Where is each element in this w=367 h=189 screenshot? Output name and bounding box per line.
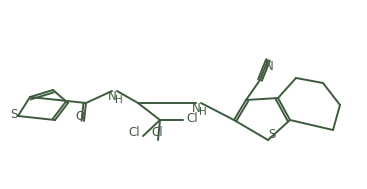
Text: S: S — [268, 129, 276, 142]
Text: O: O — [75, 109, 85, 122]
Text: N: N — [192, 101, 200, 115]
Text: N: N — [108, 90, 116, 102]
Text: N: N — [265, 60, 273, 74]
Text: Cl: Cl — [128, 125, 140, 139]
Text: Cl: Cl — [186, 112, 198, 125]
Text: Cl: Cl — [151, 125, 163, 139]
Text: S: S — [10, 108, 18, 122]
Text: H: H — [115, 95, 123, 105]
Text: H: H — [199, 107, 207, 117]
